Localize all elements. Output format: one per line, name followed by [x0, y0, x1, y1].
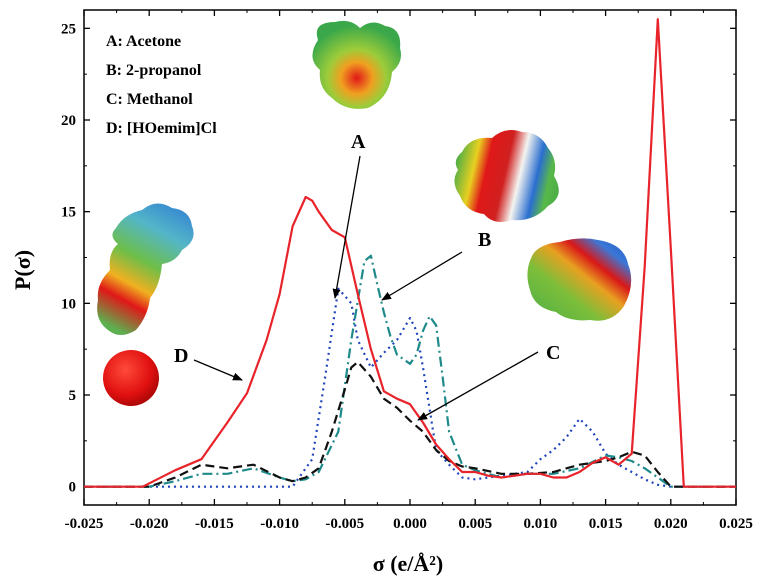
callout-label-d: D [174, 345, 188, 367]
molecule-chloride-anion-sphere [103, 350, 159, 406]
series-line-b [84, 254, 736, 488]
legend-entry-a: A: Acetone [106, 33, 181, 50]
x-tick-label: -0.005 [325, 516, 364, 532]
x-tick-label: 0.015 [589, 516, 623, 532]
legend: A: Acetone B: 2-propanol C: Methanol D: … [106, 33, 217, 137]
y-tick-label: 5 [69, 388, 77, 404]
legend-entry-d: D: [HOemim]Cl [106, 120, 217, 137]
molecule-2-propanol-surface [454, 130, 559, 222]
x-axis-title: σ (e/Å²) [373, 551, 443, 576]
plot-border [83, 9, 737, 506]
molecule-methanol-surface [527, 238, 632, 321]
series-layer [84, 18, 736, 488]
callout-label-b: B [478, 229, 491, 251]
callout-arrow-a [332, 155, 361, 299]
series-line-c [84, 360, 736, 488]
y-tick-label: 25 [61, 21, 76, 37]
x-tick-label: -0.010 [260, 516, 299, 532]
plot-frame: -0.025 -0.020 -0.015 -0.010 -0.005 0.000 0.005… [61, 9, 753, 532]
series-line-d [84, 18, 736, 488]
y-tick-label: 20 [61, 113, 76, 129]
y-tick-label: 10 [61, 296, 76, 312]
series-line-a [84, 287, 736, 488]
callout-label-a: A [351, 131, 366, 153]
x-tick-label: 0.010 [524, 516, 558, 532]
callouts: A B C D [174, 131, 560, 421]
callout-arrow-c [417, 351, 539, 421]
x-tick-label: 0.005 [458, 516, 492, 532]
y-tick-label: 15 [61, 205, 76, 221]
callout-arrow-d [193, 359, 243, 381]
x-tick-label: -0.025 [65, 516, 104, 532]
x-tick-label: 0.000 [393, 516, 427, 532]
y-tick-label: 0 [69, 480, 77, 496]
x-tick-label: 0.025 [719, 516, 753, 532]
x-tick-label: -0.020 [130, 516, 169, 532]
callout-arrow-b [381, 251, 463, 301]
molecule-acetone-surface [312, 20, 401, 109]
legend-entry-c: C: Methanol [106, 91, 193, 108]
x-tick-label: 0.020 [654, 516, 688, 532]
legend-entry-b: B: 2-propanol [106, 62, 202, 79]
molecule-hoemim-cation-surface [97, 203, 194, 335]
y-axis-title: P(σ) [10, 250, 35, 290]
x-tick-label: -0.015 [195, 516, 234, 532]
callout-label-c: C [546, 342, 560, 364]
